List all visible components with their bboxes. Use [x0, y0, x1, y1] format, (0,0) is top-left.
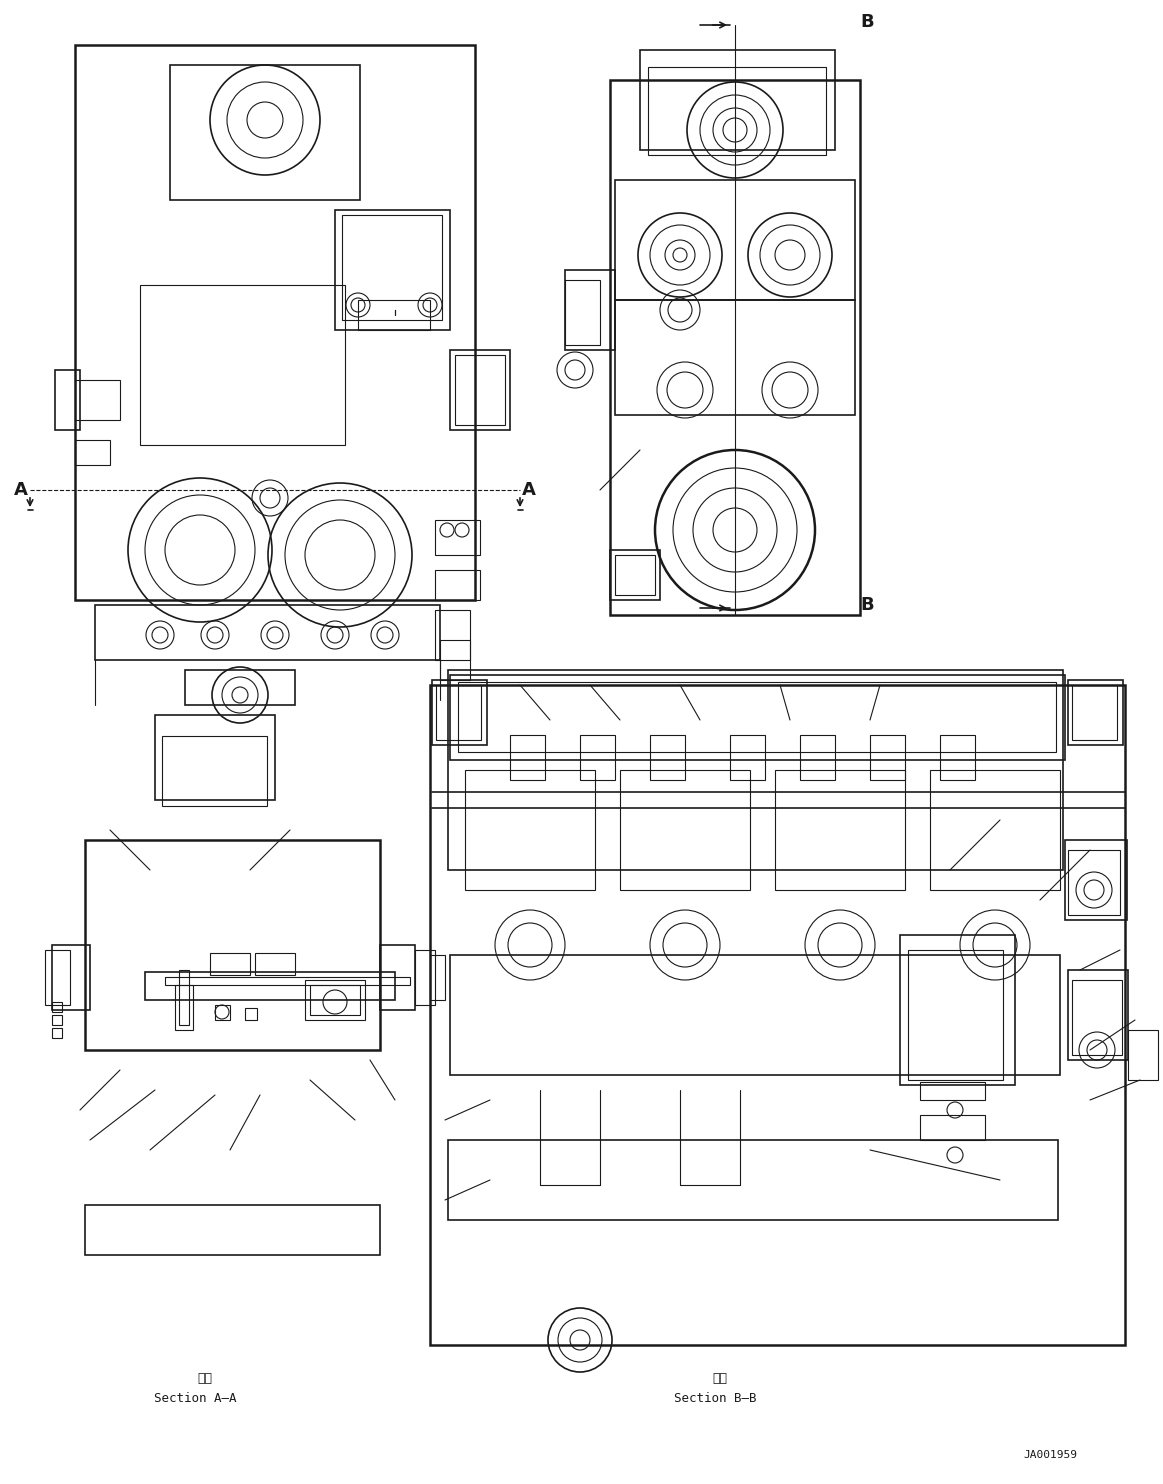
Bar: [435, 519, 480, 555]
Text: B: B: [859, 597, 873, 614]
Bar: [615, 555, 655, 595]
Bar: [335, 211, 450, 329]
Text: JA001959: JA001959: [1023, 1450, 1077, 1460]
Bar: [140, 285, 345, 445]
Bar: [611, 551, 659, 600]
Bar: [620, 770, 750, 890]
Bar: [565, 270, 615, 350]
Bar: [775, 770, 905, 890]
Bar: [870, 735, 905, 781]
Bar: [930, 770, 1059, 890]
Bar: [430, 686, 1125, 1345]
Text: A: A: [14, 481, 28, 499]
Bar: [920, 1082, 985, 1100]
Bar: [640, 50, 835, 150]
Bar: [185, 669, 295, 705]
Bar: [800, 735, 835, 781]
Bar: [1068, 971, 1128, 1060]
Bar: [940, 735, 975, 781]
Bar: [450, 956, 1059, 1074]
Bar: [74, 439, 110, 464]
Text: A: A: [522, 481, 536, 499]
Bar: [179, 971, 190, 1025]
Bar: [95, 605, 440, 660]
Bar: [565, 280, 600, 344]
Bar: [45, 950, 70, 1005]
Bar: [435, 610, 470, 660]
Bar: [415, 950, 435, 1005]
Bar: [165, 976, 411, 985]
Bar: [1068, 850, 1120, 916]
Bar: [908, 950, 1003, 1080]
Bar: [305, 979, 365, 1020]
Bar: [1128, 1030, 1158, 1080]
Bar: [55, 370, 80, 430]
Bar: [615, 180, 855, 300]
Bar: [730, 735, 765, 781]
Bar: [511, 735, 545, 781]
Bar: [448, 669, 1063, 870]
Text: Section A–A: Section A–A: [154, 1392, 236, 1405]
Bar: [215, 1005, 230, 1020]
Bar: [85, 1205, 380, 1255]
Text: 断面: 断面: [198, 1373, 213, 1385]
Bar: [650, 735, 685, 781]
Bar: [920, 1114, 985, 1140]
Bar: [311, 985, 361, 1015]
Bar: [580, 735, 615, 781]
Bar: [436, 686, 481, 741]
Bar: [74, 380, 120, 420]
Bar: [648, 67, 826, 154]
Bar: [900, 935, 1015, 1085]
Bar: [211, 953, 250, 975]
Bar: [52, 945, 90, 1011]
Bar: [245, 1008, 257, 1020]
Bar: [455, 355, 505, 424]
Bar: [1068, 680, 1123, 745]
Bar: [450, 350, 511, 430]
Bar: [155, 715, 274, 800]
Bar: [440, 640, 470, 680]
Bar: [465, 770, 595, 890]
Bar: [74, 45, 475, 600]
Bar: [450, 675, 1065, 760]
Bar: [1065, 840, 1127, 920]
Bar: [615, 300, 855, 416]
Bar: [380, 945, 415, 1011]
Bar: [430, 956, 445, 1000]
Bar: [52, 1015, 62, 1025]
Bar: [435, 570, 480, 600]
Bar: [52, 1028, 62, 1037]
Bar: [358, 300, 430, 329]
Bar: [448, 1140, 1058, 1220]
Bar: [162, 736, 267, 806]
Text: B: B: [859, 13, 873, 31]
Bar: [1072, 979, 1122, 1055]
Bar: [85, 840, 380, 1051]
Bar: [170, 65, 361, 200]
Bar: [52, 1002, 62, 1012]
Bar: [431, 680, 487, 745]
Bar: [145, 972, 395, 1000]
Bar: [458, 683, 1056, 752]
Bar: [1072, 686, 1116, 741]
Bar: [342, 215, 442, 321]
Bar: [611, 80, 859, 614]
Bar: [255, 953, 295, 975]
Text: 断面: 断面: [713, 1373, 728, 1385]
Bar: [174, 985, 193, 1030]
Text: Section B–B: Section B–B: [673, 1392, 756, 1405]
